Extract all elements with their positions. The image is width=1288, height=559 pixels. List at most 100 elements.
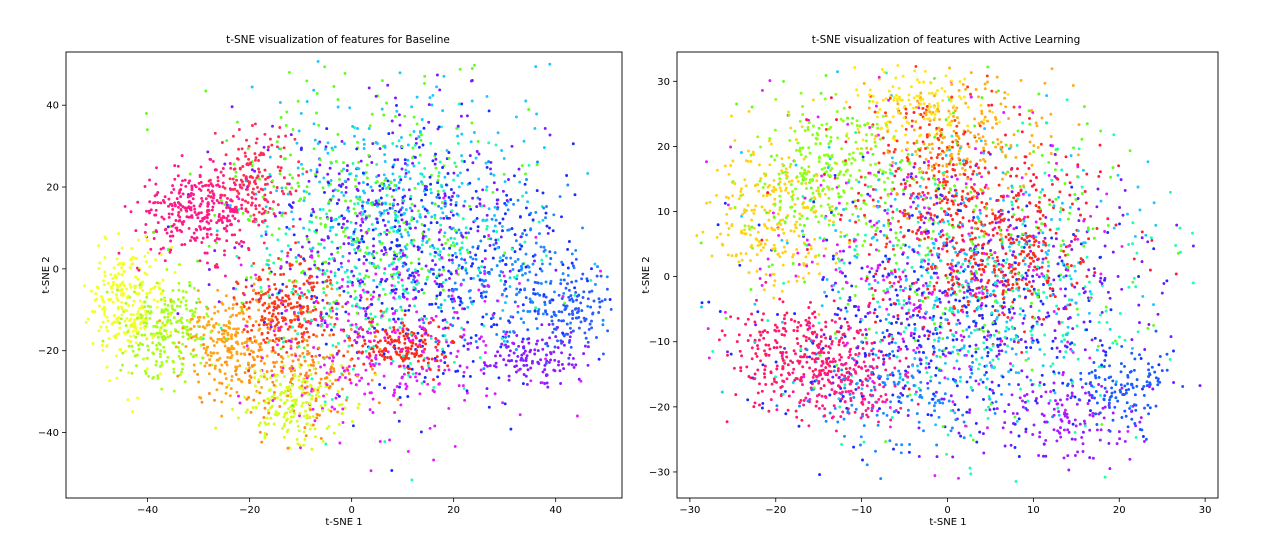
- scatter-point: [550, 319, 554, 323]
- scatter-point: [483, 272, 487, 276]
- scatter-point: [541, 312, 545, 316]
- scatter-point: [184, 290, 188, 294]
- scatter-point: [202, 227, 206, 230]
- scatter-point: [904, 127, 908, 131]
- scatter-point: [228, 356, 232, 360]
- scatter-point: [430, 103, 434, 107]
- scatter-point: [464, 261, 468, 265]
- scatter-point: [264, 340, 267, 344]
- scatter-point: [208, 358, 212, 362]
- scatter-point: [403, 313, 407, 317]
- scatter-point: [392, 272, 396, 276]
- scatter-point: [358, 195, 362, 199]
- scatter-point: [974, 357, 978, 361]
- scatter-point: [307, 179, 311, 183]
- scatter-point: [267, 284, 271, 288]
- scatter-point: [848, 238, 852, 242]
- scatter-point: [359, 293, 362, 297]
- scatter-point: [245, 307, 249, 311]
- scatter-point: [121, 351, 125, 355]
- scatter-point: [155, 281, 159, 285]
- scatter-point: [277, 320, 280, 324]
- scatter-point: [146, 251, 150, 255]
- scatter-point: [267, 259, 271, 262]
- scatter-point: [254, 204, 258, 208]
- scatter-point: [385, 101, 389, 105]
- scatter-point: [887, 321, 891, 325]
- scatter-point: [894, 341, 897, 345]
- scatter-point: [302, 226, 306, 230]
- scatter-point: [397, 419, 401, 423]
- scatter-point: [540, 338, 544, 342]
- scatter-point: [416, 182, 420, 186]
- scatter-point: [253, 169, 257, 173]
- scatter-point: [507, 374, 511, 378]
- scatter-point: [577, 307, 581, 311]
- scatter-point: [194, 353, 198, 357]
- scatter-point: [374, 199, 378, 203]
- scatter-point: [192, 314, 196, 318]
- scatter-point: [357, 241, 361, 245]
- scatter-point: [226, 337, 230, 341]
- scatter-point: [236, 416, 240, 420]
- scatter-point: [561, 331, 565, 335]
- scatter-point: [1066, 217, 1070, 221]
- scatter-point: [468, 296, 472, 300]
- scatter-point: [103, 270, 107, 274]
- scatter-point: [132, 299, 136, 303]
- scatter-point: [443, 318, 447, 322]
- scatter-point: [446, 344, 450, 348]
- scatter-point: [342, 217, 346, 220]
- scatter-point: [961, 82, 965, 86]
- scatter-point: [556, 346, 560, 350]
- scatter-point: [926, 235, 930, 239]
- scatter-point: [522, 321, 526, 324]
- scatter-point: [371, 347, 375, 351]
- scatter-point: [459, 246, 463, 250]
- scatter-point: [247, 219, 251, 222]
- scatter-point: [278, 126, 282, 129]
- scatter-point: [147, 374, 151, 378]
- scatter-point: [256, 185, 259, 189]
- scatter-point: [1099, 199, 1103, 203]
- scatter-point: [119, 347, 123, 351]
- scatter-point: [391, 206, 394, 210]
- scatter-point: [128, 266, 132, 270]
- scatter-point: [207, 392, 211, 395]
- scatter-point: [403, 114, 407, 118]
- scatter-point: [553, 313, 557, 317]
- scatter-point: [438, 250, 442, 254]
- scatter-point: [410, 238, 414, 242]
- scatter-point: [340, 214, 344, 218]
- scatter-point: [136, 310, 140, 313]
- scatter-point: [246, 361, 250, 365]
- scatter-point: [546, 231, 550, 235]
- scatter-point: [355, 147, 359, 151]
- scatter-point: [778, 297, 782, 301]
- scatter-point: [287, 407, 290, 411]
- scatter-point: [460, 257, 464, 261]
- scatter-point: [470, 121, 474, 125]
- scatter-point: [308, 408, 312, 412]
- scatter-point: [181, 331, 185, 335]
- scatter-point: [229, 387, 233, 391]
- scatter-point: [755, 253, 759, 257]
- scatter-point: [163, 329, 166, 332]
- scatter-point: [358, 298, 362, 302]
- scatter-point: [377, 266, 381, 269]
- scatter-point: [97, 266, 101, 270]
- scatter-point: [282, 146, 286, 150]
- scatter-point: [458, 303, 462, 307]
- scatter-point: [213, 311, 217, 315]
- x-tick-label: 20: [447, 505, 460, 516]
- scatter-point: [265, 336, 269, 340]
- scatter-point: [366, 290, 370, 294]
- scatter-point: [348, 106, 352, 110]
- scatter-point: [206, 204, 210, 208]
- scatter-point: [414, 371, 418, 375]
- scatter-point: [473, 63, 476, 67]
- scatter-point: [469, 255, 473, 259]
- scatter-point: [244, 209, 248, 213]
- scatter-point: [462, 160, 466, 163]
- scatter-point: [437, 325, 441, 329]
